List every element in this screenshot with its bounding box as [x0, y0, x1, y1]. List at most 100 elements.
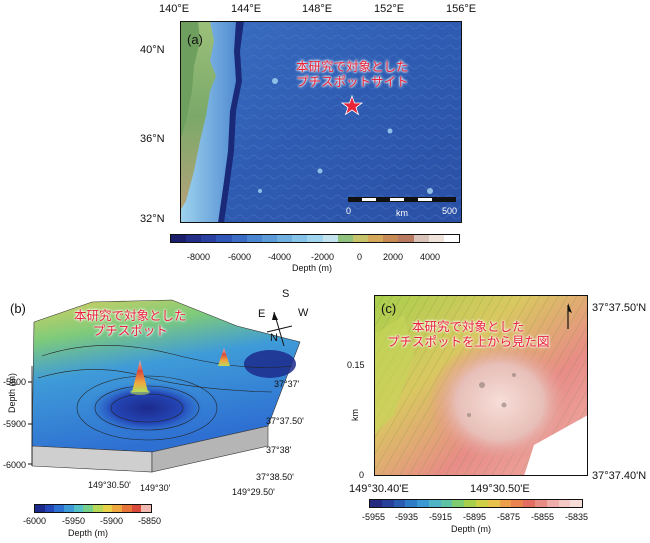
colorbar-tick: -6000	[228, 252, 252, 262]
lat-tick: 36°N	[140, 133, 165, 145]
colorbar-tick: 2000	[383, 252, 404, 262]
colorbar-swatch	[570, 500, 583, 507]
colorbar-swatch	[417, 500, 429, 507]
colorbar-swatch	[368, 235, 384, 242]
colorbar-tick: -5950	[62, 516, 86, 526]
colorbar-swatch	[44, 505, 55, 512]
depth-tick: -5800	[3, 377, 27, 387]
colorbar-tick: -2000	[311, 252, 335, 262]
colorbar-swatch	[558, 500, 571, 507]
colorbar-swatch	[428, 235, 444, 242]
colorbar-swatch	[83, 505, 94, 512]
colorbar-tick: -4000	[268, 252, 292, 262]
colorbar-swatch	[381, 500, 394, 507]
annotation-line: プチスポット	[92, 324, 168, 338]
panel-c-label: (c)	[381, 301, 397, 316]
colorbar-swatch	[216, 235, 232, 242]
y-tick: 0	[359, 470, 365, 480]
annotation-line: プチスポットを上から見た図	[387, 335, 550, 349]
compass-s: S	[282, 288, 290, 300]
colorbar-swatch	[487, 500, 500, 507]
lon-tick: 148°E	[302, 3, 333, 15]
colorbar-swatch	[546, 500, 559, 507]
panel-b-label: (b)	[10, 301, 26, 316]
colorbar-swatch	[534, 500, 547, 507]
colorbar-swatch	[523, 500, 535, 507]
lon-tick: 149°29.50'	[232, 487, 275, 497]
depth-tick: -6000	[3, 460, 27, 470]
colorbar-swatch	[440, 500, 453, 507]
depth-tick: -5900	[3, 419, 27, 429]
colorbar-swatch	[428, 500, 441, 507]
colorbar-swatch	[292, 235, 308, 242]
colorbar-c	[369, 499, 583, 508]
annotation-line: プチスポットサイト	[296, 75, 409, 89]
colorbar-tick: -5875	[497, 512, 521, 522]
site-star	[340, 94, 364, 116]
colorbar-a	[170, 234, 460, 243]
lat-tick: 37°37.40'N	[592, 470, 647, 482]
colorbar-tick: -5850	[138, 516, 162, 526]
lat-tick: 37°37.50'N	[592, 302, 647, 314]
annotation-line: 本研究で対象とした	[74, 309, 187, 323]
colorbar-tick: -8000	[187, 252, 211, 262]
colorbar-tick: -5895	[463, 512, 487, 522]
colorbar-swatch	[464, 500, 477, 507]
lat-tick: 32°N	[140, 213, 165, 225]
colorbar-swatch	[393, 500, 406, 507]
lat-tick: 37°37'	[274, 379, 300, 389]
panel-a-annotation: 本研究で対象とした プチスポットサイト	[296, 60, 409, 90]
lon-tick: 149°30.40'E	[349, 483, 409, 495]
lon-tick: 149°30'	[140, 483, 171, 493]
colorbar-swatch	[322, 235, 338, 242]
colorbar-swatch	[413, 235, 429, 242]
y-tick: 0.15	[347, 360, 365, 370]
colorbar-swatch	[73, 505, 84, 512]
colorbar-tick: 0	[357, 252, 363, 262]
colorbar-tick: -5935	[395, 512, 419, 522]
colorbar-tick: -5855	[531, 512, 555, 522]
colorbar-swatch	[370, 500, 382, 507]
colorbar-swatch	[141, 505, 152, 512]
colorbar-swatch	[131, 505, 142, 512]
lat-tick: 37°38.50'	[256, 472, 294, 482]
colorbar-swatch	[54, 505, 65, 512]
colorbar-swatch	[499, 500, 512, 507]
colorbar-swatch	[443, 235, 459, 242]
colorbar-swatch	[112, 505, 123, 512]
topview-map	[374, 295, 588, 476]
terrain-3d	[28, 299, 301, 473]
colorbar-swatch	[511, 500, 524, 507]
colorbar-swatch	[405, 500, 418, 507]
annotation-line: 本研究で対象とした	[296, 60, 409, 74]
colorbar-swatch	[201, 235, 217, 242]
panel-a-label: (a)	[187, 32, 203, 47]
colorbar-swatch	[452, 500, 465, 507]
panel-b-annotation: 本研究で対象とした プチスポット	[74, 309, 187, 339]
colorbar-swatch	[352, 235, 369, 242]
colorbar-tick: -5835	[565, 512, 589, 522]
colorbar-swatch	[246, 235, 262, 242]
bathymetry-map	[180, 21, 462, 223]
y-axis-title: km	[350, 409, 360, 421]
panel-c-annotation: 本研究で対象とした プチスポットを上から見た図	[387, 320, 550, 350]
colorbar-b	[34, 504, 152, 513]
colorbar-label: Depth (m)	[451, 524, 492, 534]
colorbar-swatch	[383, 235, 399, 242]
annotation-line: 本研究で対象とした	[412, 320, 525, 334]
panel-a: 140°E 144°E 148°E 152°E 156°E 40°N 36°N …	[140, 3, 476, 273]
scalebar-unit: km	[396, 208, 408, 218]
colorbar-label: Depth (m)	[292, 263, 333, 273]
colorbar-swatch	[261, 235, 278, 242]
colorbar-swatch	[93, 505, 103, 512]
colorbar-swatch	[171, 235, 187, 242]
lat-tick: 37°38'	[266, 445, 292, 455]
colorbar-swatch	[277, 235, 293, 242]
colorbar-tick: -6000	[23, 516, 47, 526]
compass-n: N	[270, 332, 278, 344]
colorbar-swatch	[398, 235, 414, 242]
colorbar-swatch	[476, 500, 488, 507]
lon-tick: 149°30.50'E	[470, 483, 530, 495]
compass-w: W	[298, 307, 309, 319]
lon-tick: 149°30.50'	[88, 480, 131, 490]
